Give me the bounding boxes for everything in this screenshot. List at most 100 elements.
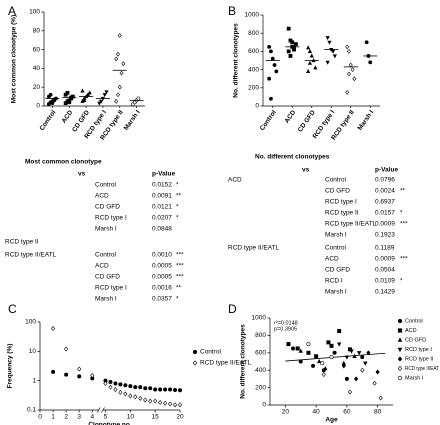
comparison: Control xyxy=(325,245,347,252)
comparison: CD GFD xyxy=(325,188,350,195)
x-axis-label: Clonotype no. xyxy=(88,422,132,425)
comparison: Control xyxy=(325,177,347,184)
data-point xyxy=(119,70,124,76)
y-tick-label: 200 xyxy=(255,384,266,391)
p-value: 0.0005 xyxy=(152,263,172,270)
data-point xyxy=(320,361,325,366)
y-axis-label: No. different clonotypes xyxy=(240,324,247,399)
data-point xyxy=(347,389,353,395)
data-point xyxy=(108,380,113,385)
p-value: 0.0504 xyxy=(375,267,395,274)
data-point xyxy=(306,69,311,73)
data-point xyxy=(307,60,313,65)
data-point xyxy=(337,329,342,334)
comparison: CD GFD xyxy=(325,267,350,274)
x-tick-label: 4 xyxy=(90,414,94,421)
data-point xyxy=(118,382,123,387)
data-point xyxy=(128,393,133,399)
data-point xyxy=(143,386,148,391)
data-point xyxy=(168,387,173,392)
comparison: RCD type I xyxy=(95,285,127,292)
data-point xyxy=(346,49,351,54)
p-value: 0.0207 xyxy=(152,215,172,222)
data-point xyxy=(346,71,351,77)
legend-entry: RCD type II xyxy=(405,356,434,362)
data-point xyxy=(360,367,365,373)
legend-marker xyxy=(397,328,403,333)
data-point xyxy=(50,325,56,332)
data-point xyxy=(80,88,85,93)
data-point xyxy=(309,53,314,58)
data-point xyxy=(286,342,291,347)
x-tick-label: 5 xyxy=(104,414,108,421)
y-tick-label: 60 xyxy=(33,46,41,53)
group-label: RCD type II xyxy=(5,239,39,246)
y-tick-label: 20 xyxy=(33,84,41,91)
data-point xyxy=(85,92,90,97)
data-point xyxy=(311,363,316,368)
data-point xyxy=(364,40,369,45)
data-point xyxy=(326,340,331,345)
y-tick-label: 100 xyxy=(25,319,36,326)
panel-label: D xyxy=(228,302,237,316)
table-header: vs xyxy=(302,167,310,174)
p-value: 0.1429 xyxy=(375,289,395,296)
legend-marker xyxy=(397,347,403,353)
x-tick-label: 20 xyxy=(176,414,184,421)
p-value: 0.0024 xyxy=(375,188,395,195)
comparison: ACD xyxy=(325,256,339,263)
data-point xyxy=(313,65,318,70)
x-tick-label: 40 xyxy=(313,409,321,416)
data-point xyxy=(158,387,163,392)
legend-entry: ACD xyxy=(405,328,417,334)
p-value: 0.6937 xyxy=(375,199,395,206)
p-value: 0.0091 xyxy=(152,193,172,200)
data-point xyxy=(344,376,349,381)
data-point xyxy=(114,56,119,62)
data-point xyxy=(332,54,337,59)
y-tick-label: 600 xyxy=(248,48,259,55)
y-axis-label: Frequency (%) xyxy=(7,344,14,389)
data-point xyxy=(356,351,362,356)
data-point xyxy=(295,346,300,351)
table-header: p-Value xyxy=(375,167,399,174)
data-point xyxy=(113,386,118,393)
data-point xyxy=(344,355,350,360)
data-point xyxy=(293,42,298,47)
comparison: RCD type II/EATL xyxy=(325,221,377,228)
data-point xyxy=(64,346,69,352)
data-point xyxy=(267,44,272,49)
comparison: Marsh I xyxy=(325,289,347,296)
data-point xyxy=(352,76,357,82)
data-point xyxy=(341,363,346,369)
y-tick-label: 1 xyxy=(32,377,36,384)
data-point xyxy=(148,386,153,391)
significance: ** xyxy=(176,285,182,292)
data-point xyxy=(104,90,109,95)
data-point xyxy=(178,388,183,393)
data-point xyxy=(269,49,273,54)
panel-label: C xyxy=(8,302,17,316)
data-point xyxy=(65,90,70,95)
data-point xyxy=(163,387,168,392)
p-value: 0.0009 xyxy=(375,256,395,263)
data-point xyxy=(117,84,122,90)
data-point xyxy=(177,402,183,408)
data-point xyxy=(123,391,128,397)
x-tick-label: Marsh I xyxy=(123,109,142,132)
panel-label: A xyxy=(8,4,16,18)
significance: * xyxy=(400,210,403,217)
table-header: p-Value xyxy=(152,171,176,178)
legend-marker xyxy=(397,375,403,381)
comparison: Marsh I xyxy=(325,232,347,239)
data-point xyxy=(97,101,102,106)
data-point xyxy=(354,376,359,382)
data-point xyxy=(352,353,357,358)
legend-marker xyxy=(397,318,403,324)
data-point xyxy=(270,56,275,61)
panel-label: B xyxy=(228,4,236,18)
comparison: RCD type I xyxy=(95,215,127,222)
data-point xyxy=(298,348,303,353)
p-value: 0.0357 xyxy=(152,296,172,303)
